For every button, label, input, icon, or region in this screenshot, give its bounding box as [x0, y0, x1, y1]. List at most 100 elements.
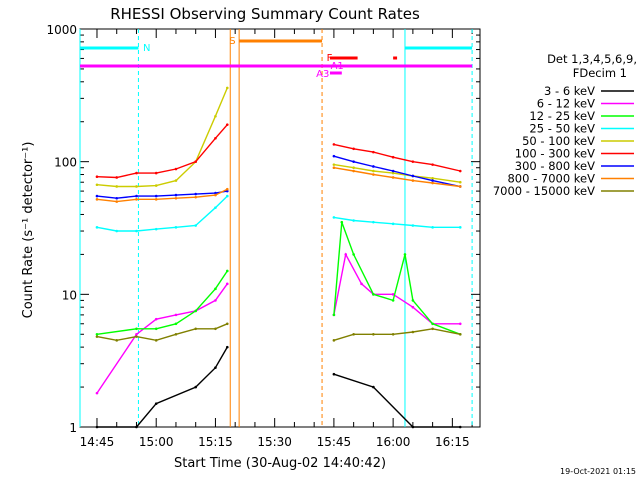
series-point-4 — [194, 224, 197, 227]
series-point-6 — [372, 150, 375, 154]
series-point-5 — [458, 180, 462, 184]
series-point-2 — [225, 282, 229, 286]
series-point-4 — [174, 226, 178, 229]
series-point-3 — [431, 322, 434, 326]
series-point-3 — [194, 309, 197, 313]
legend-label-8: 800 - 7000 keV — [507, 172, 595, 186]
series-point-7 — [135, 194, 138, 198]
legend-label-7: 300 - 800 keV — [515, 159, 595, 173]
series-point-6 — [411, 160, 415, 163]
series-point-1 — [458, 425, 462, 429]
legend-label-6: 100 - 300 keV — [515, 147, 595, 161]
series-point-9 — [194, 327, 197, 331]
series-point-9 — [154, 339, 158, 342]
series-point-8 — [214, 193, 217, 197]
series-point-3 — [332, 313, 336, 317]
series-point-2 — [344, 253, 348, 256]
legend-header-fdecim: FDecim 1 — [573, 66, 627, 80]
series-point-7 — [174, 193, 178, 197]
flag-label-s: S — [229, 36, 235, 47]
y-tick-label-10: 10 — [62, 288, 77, 302]
series-point-2 — [458, 322, 462, 326]
series-point-1 — [372, 385, 375, 389]
series-line-4-seg1 — [96, 195, 228, 232]
series-point-6 — [225, 123, 229, 126]
series-line-4-seg2 — [333, 216, 461, 228]
series-point-4 — [115, 229, 119, 233]
series-point-5 — [154, 184, 158, 187]
legend-label-3: 12 - 25 keV — [529, 109, 595, 123]
series-point-1 — [95, 425, 99, 429]
series-line-5-seg1 — [96, 87, 228, 188]
series-point-8 — [194, 195, 197, 199]
series-7 — [95, 154, 462, 200]
series-point-3 — [154, 327, 158, 331]
series-line-3-seg2 — [333, 221, 461, 335]
x-tick-label-1515: 15:15 — [198, 435, 233, 449]
series-point-8 — [174, 196, 178, 200]
series-point-8 — [225, 187, 229, 191]
x-tick-label-1500: 15:00 — [139, 435, 174, 449]
series-point-3 — [174, 322, 178, 326]
flag-label-a1: A1 — [331, 61, 344, 72]
series-point-5 — [431, 176, 434, 180]
series-point-6 — [115, 176, 119, 179]
series-line-7-seg1 — [96, 190, 228, 199]
x-tick-label-1600: 16:00 — [376, 435, 411, 449]
series-point-6 — [458, 169, 462, 173]
series-point-6 — [95, 175, 99, 179]
series-point-3 — [225, 269, 229, 273]
series-point-8 — [135, 198, 138, 201]
series-line-1-seg1 — [97, 346, 228, 428]
series-point-1 — [214, 366, 217, 369]
plot-frame — [79, 28, 481, 428]
series-point-2 — [95, 391, 99, 395]
series-point-1 — [411, 425, 415, 429]
series-point-4 — [95, 226, 99, 229]
series-point-6 — [154, 171, 158, 175]
series-point-9 — [174, 332, 178, 336]
series-point-5 — [214, 114, 217, 118]
series-point-9 — [332, 339, 336, 342]
series-point-4 — [391, 222, 395, 226]
series-point-8 — [391, 176, 395, 179]
series-point-7 — [411, 174, 415, 178]
y-tick-label-100: 100 — [54, 156, 77, 170]
series-point-6 — [135, 171, 138, 175]
series-point-4 — [411, 224, 415, 227]
series-point-2 — [154, 317, 158, 321]
series-point-3 — [372, 293, 375, 296]
series-point-8 — [458, 185, 462, 188]
series-point-4 — [352, 219, 355, 222]
legend-label-9: 7000 - 15000 keV — [493, 184, 595, 198]
series-point-7 — [154, 194, 158, 198]
series-point-2 — [360, 282, 363, 286]
x-tick-label-1445: 14:45 — [80, 435, 115, 449]
series-point-5 — [135, 185, 138, 188]
series-point-1 — [332, 372, 336, 376]
series-point-7 — [115, 196, 119, 200]
legend-header-detectors: Det 1,3,4,5,6,9, — [547, 52, 637, 66]
series-point-1 — [154, 402, 158, 405]
series-point-9 — [225, 322, 229, 326]
series-point-6 — [214, 137, 217, 140]
legend-label-5: 50 - 100 keV — [522, 134, 595, 148]
plot-area: 1 10 100 1000 14:45 15:00 15:15 15:30 15:45 16:0… — [46, 23, 481, 449]
series-line-3-seg1 — [96, 270, 228, 335]
series-layer — [95, 86, 462, 429]
series-point-3 — [214, 287, 217, 291]
y-tick-label-1: 1 — [69, 421, 77, 435]
series-point-4 — [431, 226, 434, 229]
series-point-5 — [352, 166, 355, 170]
chart-title: RHESSI Observing Summary Count Rates — [110, 5, 420, 23]
series-point-7 — [352, 160, 355, 163]
series-1 — [95, 345, 462, 429]
series-point-7 — [372, 165, 375, 168]
series-point-3 — [391, 299, 395, 302]
series-point-4 — [135, 229, 138, 233]
series-8 — [95, 166, 462, 203]
series-point-5 — [391, 171, 395, 175]
series-point-2 — [135, 332, 138, 336]
